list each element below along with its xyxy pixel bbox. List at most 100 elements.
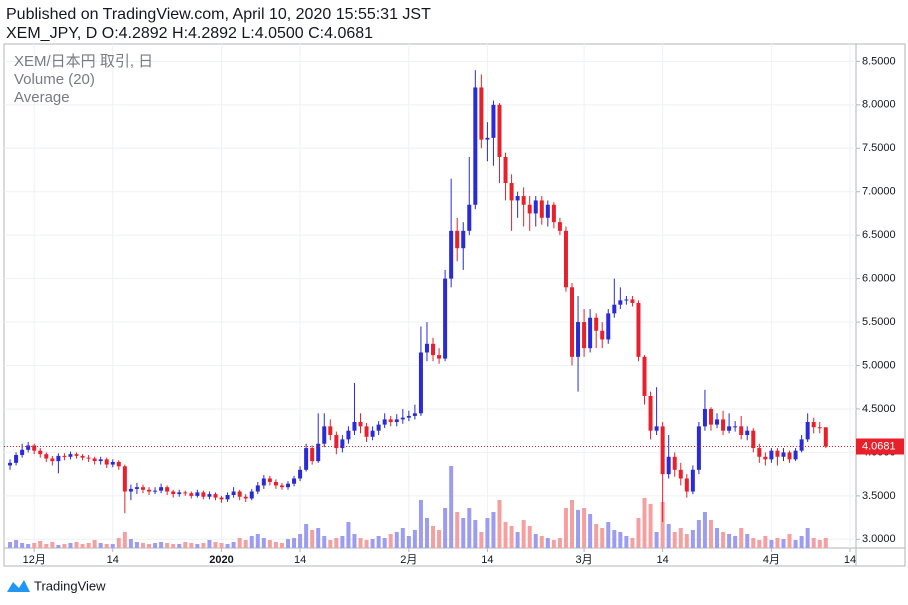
candle-body [20, 449, 25, 456]
candle-body [286, 483, 290, 488]
volume-bar [14, 540, 19, 548]
volume-bar [672, 532, 677, 548]
x-tick-label: 2020 [209, 554, 233, 566]
volume-bar [443, 508, 448, 548]
candle-body [394, 419, 399, 422]
volume-bar [727, 534, 732, 548]
y-tick-label: 5.0000 [862, 359, 896, 371]
volume-bar [358, 538, 363, 548]
candle-body [455, 230, 460, 249]
candle-body [213, 494, 218, 498]
candle-body [382, 419, 387, 425]
candle-body [636, 302, 641, 357]
volume-bar [334, 538, 339, 548]
volume-bar [424, 518, 429, 548]
candle-body [751, 430, 756, 449]
candle-body [823, 427, 828, 447]
candle-body [799, 439, 804, 451]
candle-body [304, 448, 309, 470]
candle-body [92, 458, 97, 462]
x-tick-label: 14 [294, 554, 306, 566]
volume-bar [286, 539, 290, 548]
candle-body [122, 466, 127, 492]
candle-body [787, 452, 792, 460]
volume-bar [316, 528, 321, 548]
candle-body [485, 137, 490, 140]
volume-bar [116, 538, 121, 548]
candle-body [702, 408, 707, 427]
volume-bar [660, 502, 665, 548]
volume-bar [243, 540, 248, 548]
candle-body [273, 481, 278, 486]
volume-bar [781, 539, 786, 548]
candle-body [769, 450, 774, 460]
candle-body [763, 456, 768, 460]
candle-body [461, 230, 466, 249]
volume-bar [74, 542, 79, 548]
candle-body [684, 478, 689, 492]
volume-bar [418, 500, 423, 548]
volume-bar [696, 520, 701, 548]
candle-body [648, 395, 653, 431]
candle-body [443, 278, 448, 359]
x-tick-label: 14 [481, 554, 493, 566]
candle-body [376, 424, 381, 431]
candle-body [437, 355, 442, 359]
volume-bar [340, 536, 345, 548]
volume-bar [207, 540, 212, 548]
candle-body [491, 104, 496, 138]
candle-body [678, 469, 683, 479]
volume-bar [225, 544, 230, 548]
volume-bar [702, 512, 707, 548]
volume-bar [763, 536, 768, 548]
candle-body [322, 426, 327, 444]
volume-bar [231, 542, 236, 548]
candle-body [26, 445, 31, 450]
volume-bar [189, 543, 194, 548]
volume-bar [104, 544, 109, 548]
candle-body [364, 426, 369, 437]
volume-bar [304, 524, 309, 548]
candle-body [32, 445, 37, 451]
x-tick-label: 14 [844, 554, 856, 566]
candle-body [183, 492, 188, 494]
volume-bar [630, 538, 635, 548]
candle-body [298, 469, 303, 479]
candle-body [177, 492, 182, 495]
candle-body [147, 489, 152, 492]
volume-bar [594, 524, 599, 548]
candle-body [781, 452, 786, 457]
volume-bar [799, 536, 804, 548]
volume-bar [545, 538, 550, 548]
candle-body [745, 430, 750, 436]
candle-body [140, 487, 145, 490]
volume-bar [110, 544, 115, 548]
candle-body [527, 204, 532, 214]
candle-body [352, 422, 357, 431]
candle-body [642, 356, 647, 396]
candle-body [594, 317, 599, 331]
volume-bar [485, 518, 490, 548]
volume-bar [237, 538, 242, 548]
candle-body [576, 322, 581, 357]
volume-bar [757, 540, 762, 548]
volume-bar [497, 500, 502, 548]
volume-bar [376, 536, 381, 548]
volume-bar [122, 532, 127, 548]
candle-body [225, 494, 230, 500]
candle-body [557, 222, 562, 231]
candle-body [582, 322, 587, 349]
candle-body [86, 457, 91, 459]
candle-body [757, 448, 762, 457]
volume-bar [388, 534, 393, 548]
y-tick-label: 4.5000 [862, 403, 896, 415]
volume-bar [600, 528, 605, 548]
y-tick-label: 6.0000 [862, 273, 896, 285]
candle-body [431, 343, 436, 356]
volume-bar [140, 543, 145, 548]
x-tick-label: 12月 [23, 554, 46, 566]
candle-body [159, 487, 164, 491]
candle-body [110, 461, 115, 465]
volume-bar [739, 528, 744, 548]
